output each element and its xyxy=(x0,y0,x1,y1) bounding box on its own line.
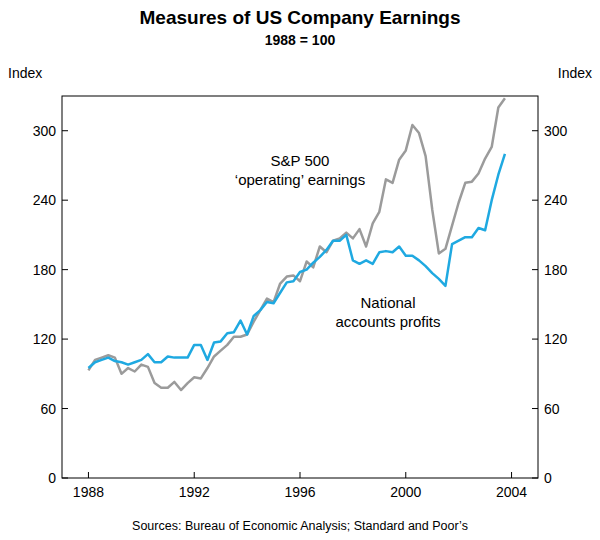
y-tick xyxy=(62,269,68,270)
y-tick-label: 120 xyxy=(33,331,57,347)
series-annotation: S&P 500 xyxy=(271,152,330,169)
y2-tick-label: 0 xyxy=(544,470,552,486)
y-axis-label: Index xyxy=(8,65,42,81)
y2-tick xyxy=(532,478,538,479)
title: Measures of US Company Earnings xyxy=(140,7,461,28)
y-tick xyxy=(62,200,68,201)
x-tick xyxy=(405,472,406,478)
x-tick-label: 2004 xyxy=(496,484,527,500)
y-tick xyxy=(62,478,68,479)
x-tick-label: 1992 xyxy=(179,484,210,500)
subtitle: 1988 = 100 xyxy=(265,32,336,48)
y2-tick xyxy=(532,269,538,270)
series-annotation: National xyxy=(360,294,415,311)
series-annotation: accounts profits xyxy=(335,313,440,330)
series-line xyxy=(88,98,505,390)
x-tick-label: 2000 xyxy=(390,484,421,500)
y-tick xyxy=(62,130,68,131)
y2-tick-label: 300 xyxy=(544,123,568,139)
y2-tick-label: 180 xyxy=(544,262,568,278)
y2-tick-label: 60 xyxy=(544,401,560,417)
y-tick-label: 300 xyxy=(33,123,57,139)
x-tick xyxy=(300,472,301,478)
plot-frame xyxy=(62,96,538,478)
y-tick-label: 0 xyxy=(48,470,56,486)
x-tick-label: 1988 xyxy=(73,484,104,500)
y2-tick-label: 240 xyxy=(544,192,568,208)
y2-tick xyxy=(532,339,538,340)
chart: Measures of US Company Earnings 1988 = 10… xyxy=(0,0,600,540)
series-line xyxy=(88,154,505,368)
y2-tick-label: 120 xyxy=(544,331,568,347)
y2-tick xyxy=(532,408,538,409)
y-tick-label: 240 xyxy=(33,192,57,208)
y2-tick xyxy=(532,130,538,131)
y2-axis-label: Index xyxy=(558,65,592,81)
series-annotation: ‘operating’ earnings xyxy=(235,171,365,188)
y-tick-label: 60 xyxy=(40,401,56,417)
source: Sources: Bureau of Economic Analysis; St… xyxy=(132,519,468,533)
y-tick xyxy=(62,339,68,340)
x-tick xyxy=(511,472,512,478)
y-tick-label: 180 xyxy=(33,262,57,278)
x-tick xyxy=(194,472,195,478)
x-tick xyxy=(88,472,89,478)
x-tick-label: 1996 xyxy=(284,484,315,500)
y2-tick xyxy=(532,200,538,201)
y-tick xyxy=(62,408,68,409)
series-group xyxy=(88,98,505,390)
